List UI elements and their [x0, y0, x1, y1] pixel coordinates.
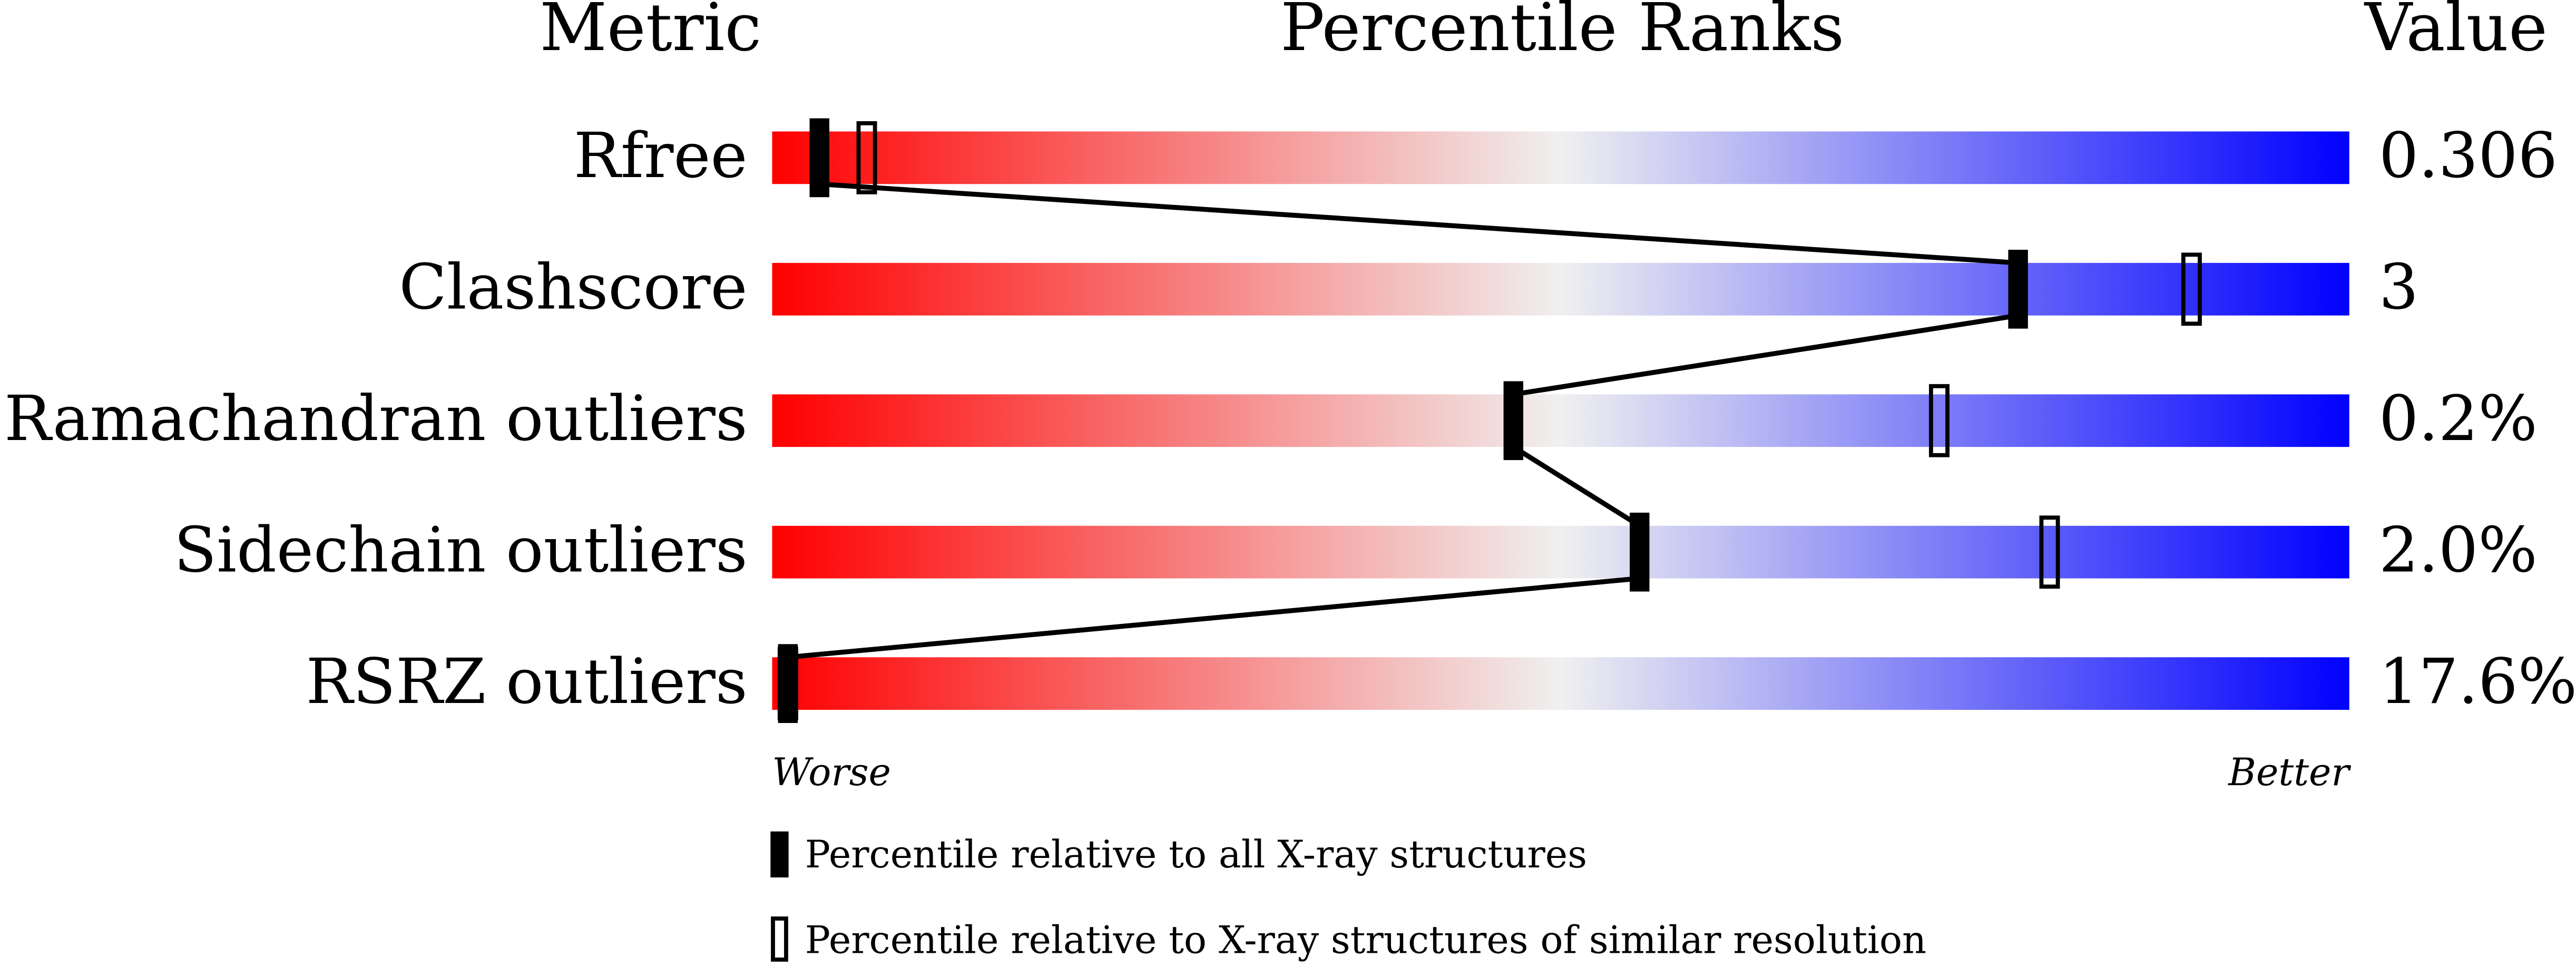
- percentile-bar: [772, 131, 2349, 184]
- marker-all: [2008, 249, 2028, 329]
- header-ranks: Percentile Ranks: [1280, 0, 1844, 66]
- better-label: Better: [2227, 750, 2351, 794]
- header-metric: Metric: [540, 0, 761, 66]
- percentile-bar: [772, 657, 2349, 710]
- percentile-bar: [772, 394, 2349, 447]
- metric-label: Sidechain outliers: [174, 513, 748, 586]
- metric-value: 17.6%: [2379, 645, 2576, 718]
- metric-label: RSRZ outliers: [306, 645, 748, 718]
- marker-similar: [2039, 515, 2060, 589]
- metric-label: Ramachandran outliers: [4, 382, 748, 455]
- header-value: Value: [2364, 0, 2548, 66]
- marker-all: [778, 644, 798, 723]
- legend-similar-icon: [771, 916, 788, 962]
- marker-similar: [1928, 384, 1950, 457]
- legend-all: Percentile relative to all X-ray structu…: [805, 832, 1587, 876]
- marker-all: [809, 118, 829, 198]
- worse-label: Worse: [772, 750, 891, 794]
- legend-all-icon: [770, 831, 789, 878]
- marker-all: [1630, 512, 1650, 592]
- metric-label: Clashscore: [399, 251, 747, 324]
- percentile-bar: [772, 262, 2349, 316]
- percentile-bar: [772, 525, 2349, 579]
- metric-value: 0.2%: [2379, 382, 2538, 455]
- marker-similar: [2181, 252, 2202, 326]
- metric-value: 0.306: [2379, 119, 2558, 192]
- metric-value: 3: [2379, 251, 2418, 324]
- metric-value: 2.0%: [2379, 513, 2538, 586]
- marker-similar: [856, 121, 877, 194]
- marker-all: [1503, 381, 1523, 461]
- legend-similar: Percentile relative to X-ray structures …: [805, 917, 1926, 962]
- metric-label: Rfree: [574, 119, 748, 192]
